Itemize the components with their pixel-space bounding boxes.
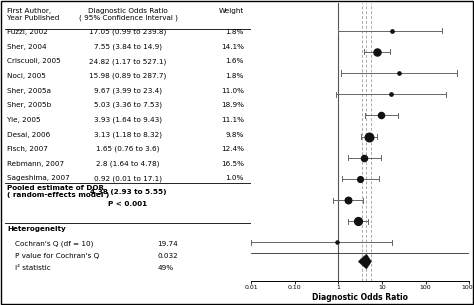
Text: 15.98 (0.89 to 287.7): 15.98 (0.89 to 287.7) (90, 73, 166, 79)
Text: 1.6%: 1.6% (226, 58, 244, 64)
Text: 49%: 49% (157, 265, 173, 271)
Text: 16.5%: 16.5% (221, 161, 244, 167)
Text: First Author,
Year Published: First Author, Year Published (7, 8, 60, 21)
Text: 9.8%: 9.8% (226, 131, 244, 138)
Text: P < 0.001: P < 0.001 (109, 201, 147, 207)
Text: 3.13 (1.18 to 8.32): 3.13 (1.18 to 8.32) (94, 131, 162, 138)
Text: 11.0%: 11.0% (221, 88, 244, 94)
Text: Sher, 2005a: Sher, 2005a (7, 88, 51, 94)
Text: Sageshima, 2007: Sageshima, 2007 (7, 175, 70, 181)
Text: 5.03 (3.36 to 7.53): 5.03 (3.36 to 7.53) (94, 102, 162, 109)
Text: Yie, 2005: Yie, 2005 (7, 117, 41, 123)
Text: Sher, 2005b: Sher, 2005b (7, 102, 52, 108)
Text: 9.67 (3.99 to 23.4): 9.67 (3.99 to 23.4) (94, 87, 162, 94)
Text: Criscuoli, 2005: Criscuoli, 2005 (7, 58, 61, 64)
Text: Noci, 2005: Noci, 2005 (7, 73, 46, 79)
Text: 14.1%: 14.1% (221, 44, 244, 50)
Text: Cochran's Q (df = 10): Cochran's Q (df = 10) (15, 241, 93, 247)
Text: 12.4%: 12.4% (221, 146, 244, 152)
Text: 4.38 (2.93 to 5.55): 4.38 (2.93 to 5.55) (90, 189, 166, 195)
Text: 0.92 (0.01 to 17.1): 0.92 (0.01 to 17.1) (94, 175, 162, 182)
Text: Rebmann, 2007: Rebmann, 2007 (7, 161, 64, 167)
Text: Fisch, 2007: Fisch, 2007 (7, 146, 48, 152)
Text: 1.8%: 1.8% (226, 29, 244, 35)
Text: P value for Cochran's Q: P value for Cochran's Q (15, 253, 99, 259)
Text: 2.8 (1.64 to 4.78): 2.8 (1.64 to 4.78) (96, 160, 160, 167)
X-axis label: Diagnostic Odds Ratio: Diagnostic Odds Ratio (312, 293, 408, 302)
Text: Pooled estimate of DOR
( random-effects model ): Pooled estimate of DOR ( random-effects … (7, 185, 109, 198)
Text: I² statistic: I² statistic (15, 265, 50, 271)
Text: Diagnostic Odds Ratio
( 95% Confidence Interval ): Diagnostic Odds Ratio ( 95% Confidence I… (79, 8, 177, 21)
Text: 24.82 (1.17 to 527.1): 24.82 (1.17 to 527.1) (90, 58, 166, 65)
Text: 3.93 (1.64 to 9.43): 3.93 (1.64 to 9.43) (94, 117, 162, 123)
Text: 7.55 (3.84 to 14.9): 7.55 (3.84 to 14.9) (94, 43, 162, 50)
Text: Sher, 2004: Sher, 2004 (7, 44, 47, 50)
Text: 18.9%: 18.9% (221, 102, 244, 108)
Polygon shape (359, 255, 371, 268)
Text: 0.032: 0.032 (157, 253, 178, 259)
Text: 11.1%: 11.1% (221, 117, 244, 123)
Text: Fuzzi, 2002: Fuzzi, 2002 (7, 29, 48, 35)
Text: 19.74: 19.74 (157, 241, 178, 247)
Text: 1.0%: 1.0% (226, 175, 244, 181)
Text: 1.65 (0.76 to 3.6): 1.65 (0.76 to 3.6) (96, 146, 160, 152)
Text: Heterogeneity: Heterogeneity (7, 226, 66, 232)
Text: Weight: Weight (219, 8, 244, 14)
Text: 1.8%: 1.8% (226, 73, 244, 79)
Text: 17.05 (0.99 to 239.8): 17.05 (0.99 to 239.8) (90, 29, 166, 35)
Text: Desai, 2006: Desai, 2006 (7, 131, 50, 138)
